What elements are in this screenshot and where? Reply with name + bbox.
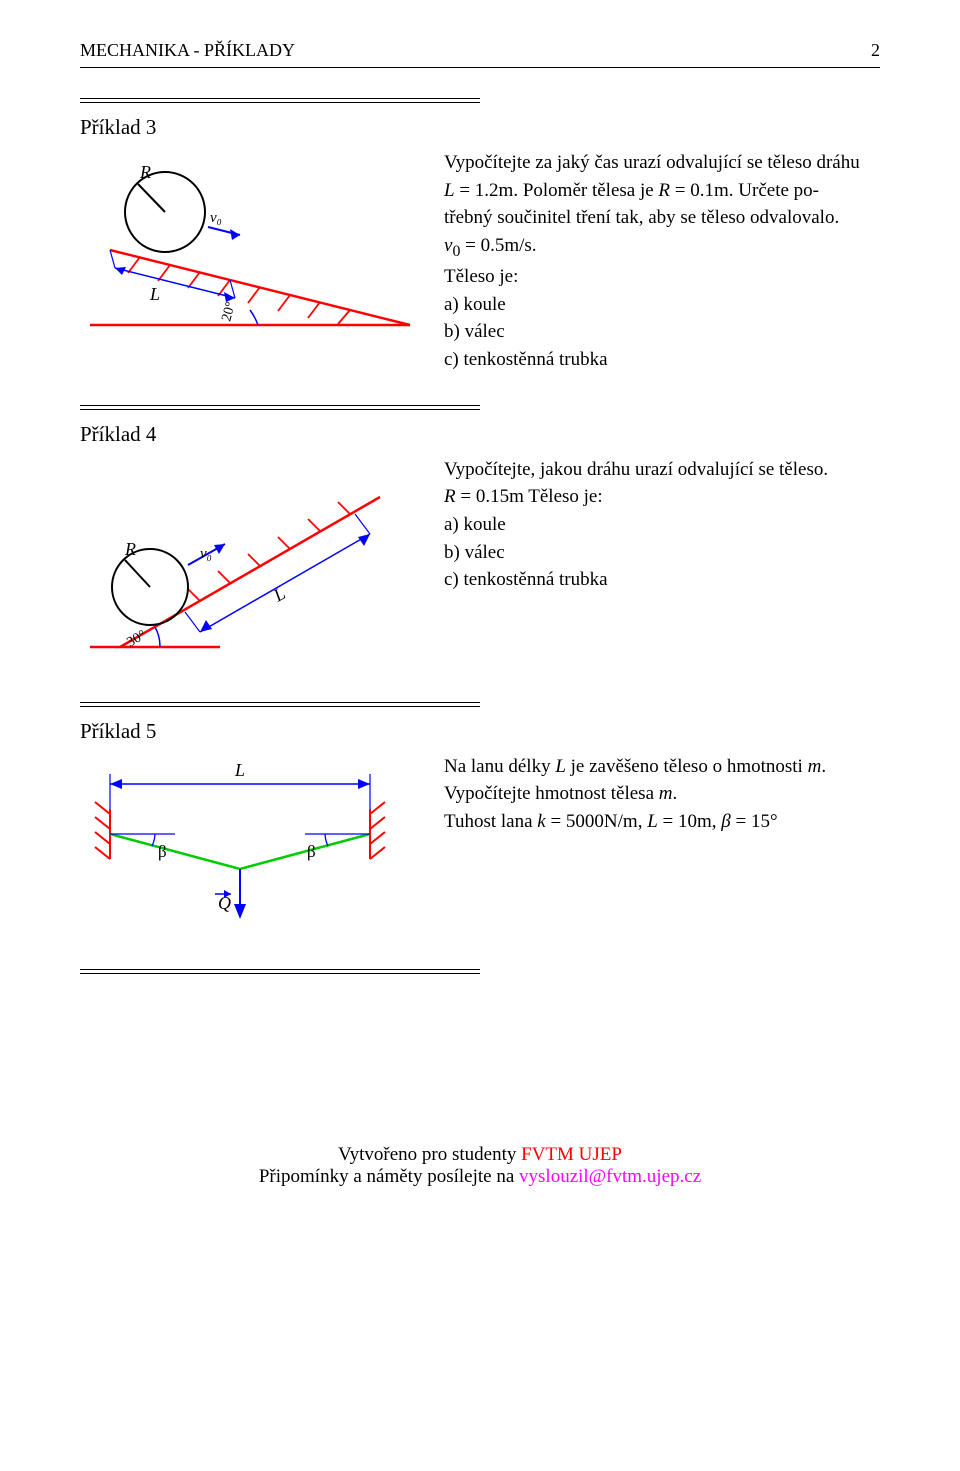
example4-text: Vypočítejte, jakou dráhu urazí odvalujíc… [444, 457, 828, 595]
ex3-line4: v0 = 0.5m/s. [444, 233, 860, 262]
ex4-optb: b) válec [444, 540, 828, 566]
svg-text:v₀: v₀ [200, 546, 212, 562]
svg-text:L: L [149, 284, 160, 304]
ex3-line2: L = 1.2m. Poloměr tělesa je R = 0.1m. Ur… [444, 178, 860, 204]
example3-title: Příklad 3 [80, 115, 880, 140]
ex3-line3: třebný součinitel tření tak, aby se těle… [444, 205, 860, 231]
svg-text:β: β [158, 842, 167, 861]
ex4-line2: R = 0.15m Těleso je: [444, 484, 828, 510]
footer-2a: Připomínky a náměty posílejte na [259, 1166, 519, 1187]
ex3-opta: a) koule [444, 292, 860, 318]
example5-block: L β β Q Na lanu délky L je zavěšeno těle… [80, 754, 880, 939]
ex3-optc: c) tenkostěnná trubka [444, 347, 860, 373]
section-rule [80, 98, 480, 103]
footer-line1: Vytvořeno pro studenty FVTM UJEP [80, 1144, 880, 1166]
ex5-line2: Vypočítejte hmotnost tělesa m. [444, 781, 826, 807]
ex5-line3: Tuhost lana k = 5000N/m, L = 10m, β = 15… [444, 809, 826, 835]
svg-text:L: L [234, 760, 245, 780]
example3-block: R v₀ L 20° Vypočítejte za jaký čas urazí… [80, 150, 880, 375]
ex3-line1: Vypočítejte za jaký čas urazí odvalující… [444, 150, 860, 176]
section-rule [80, 405, 480, 410]
example5-text: Na lanu délky L je zavěšeno těleso o hmo… [444, 754, 826, 837]
section-rule [80, 969, 480, 974]
ex4-opta: a) koule [444, 512, 828, 538]
header-rule [80, 67, 880, 68]
example4-figure: R v₀ L 30° [80, 457, 420, 672]
svg-text:R: R [139, 162, 151, 182]
ex3-optb: b) válec [444, 319, 860, 345]
svg-text:L: L [269, 583, 289, 606]
example3-figure: R v₀ L 20° [80, 150, 420, 355]
ex4-optc: c) tenkostěnná trubka [444, 567, 828, 593]
svg-text:v₀: v₀ [210, 210, 222, 226]
svg-text:β: β [307, 842, 316, 861]
footer-1a: Vytvořeno pro studenty [338, 1144, 521, 1165]
page-number: 2 [871, 40, 880, 61]
footer-2b: vyslouzil@fvtm.ujep.cz [519, 1166, 701, 1187]
example5-figure: L β β Q [80, 754, 420, 939]
section-rule [80, 702, 480, 707]
ex3-line5: Těleso je: [444, 264, 860, 290]
footer-line2: Připomínky a náměty posílejte na vyslouz… [80, 1166, 880, 1188]
header-title: MECHANIKA - PŘÍKLADY [80, 40, 295, 61]
ex5-line1: Na lanu délky L je zavěšeno těleso o hmo… [444, 754, 826, 780]
example3-text: Vypočítejte za jaký čas urazí odvalující… [444, 150, 860, 375]
example4-block: R v₀ L 30° Vypočítejte, jakou dráhu uraz… [80, 457, 880, 672]
svg-text:R: R [124, 539, 136, 559]
example4-title: Příklad 4 [80, 422, 880, 447]
page-footer: Vytvořeno pro studenty FVTM UJEP Připomí… [80, 1144, 880, 1188]
page-header: MECHANIKA - PŘÍKLADY 2 [80, 40, 880, 61]
svg-text:20°: 20° [219, 300, 239, 323]
footer-1b: FVTM UJEP [521, 1144, 622, 1165]
example5-title: Příklad 5 [80, 719, 880, 744]
ex4-line1: Vypočítejte, jakou dráhu urazí odvalujíc… [444, 457, 828, 483]
